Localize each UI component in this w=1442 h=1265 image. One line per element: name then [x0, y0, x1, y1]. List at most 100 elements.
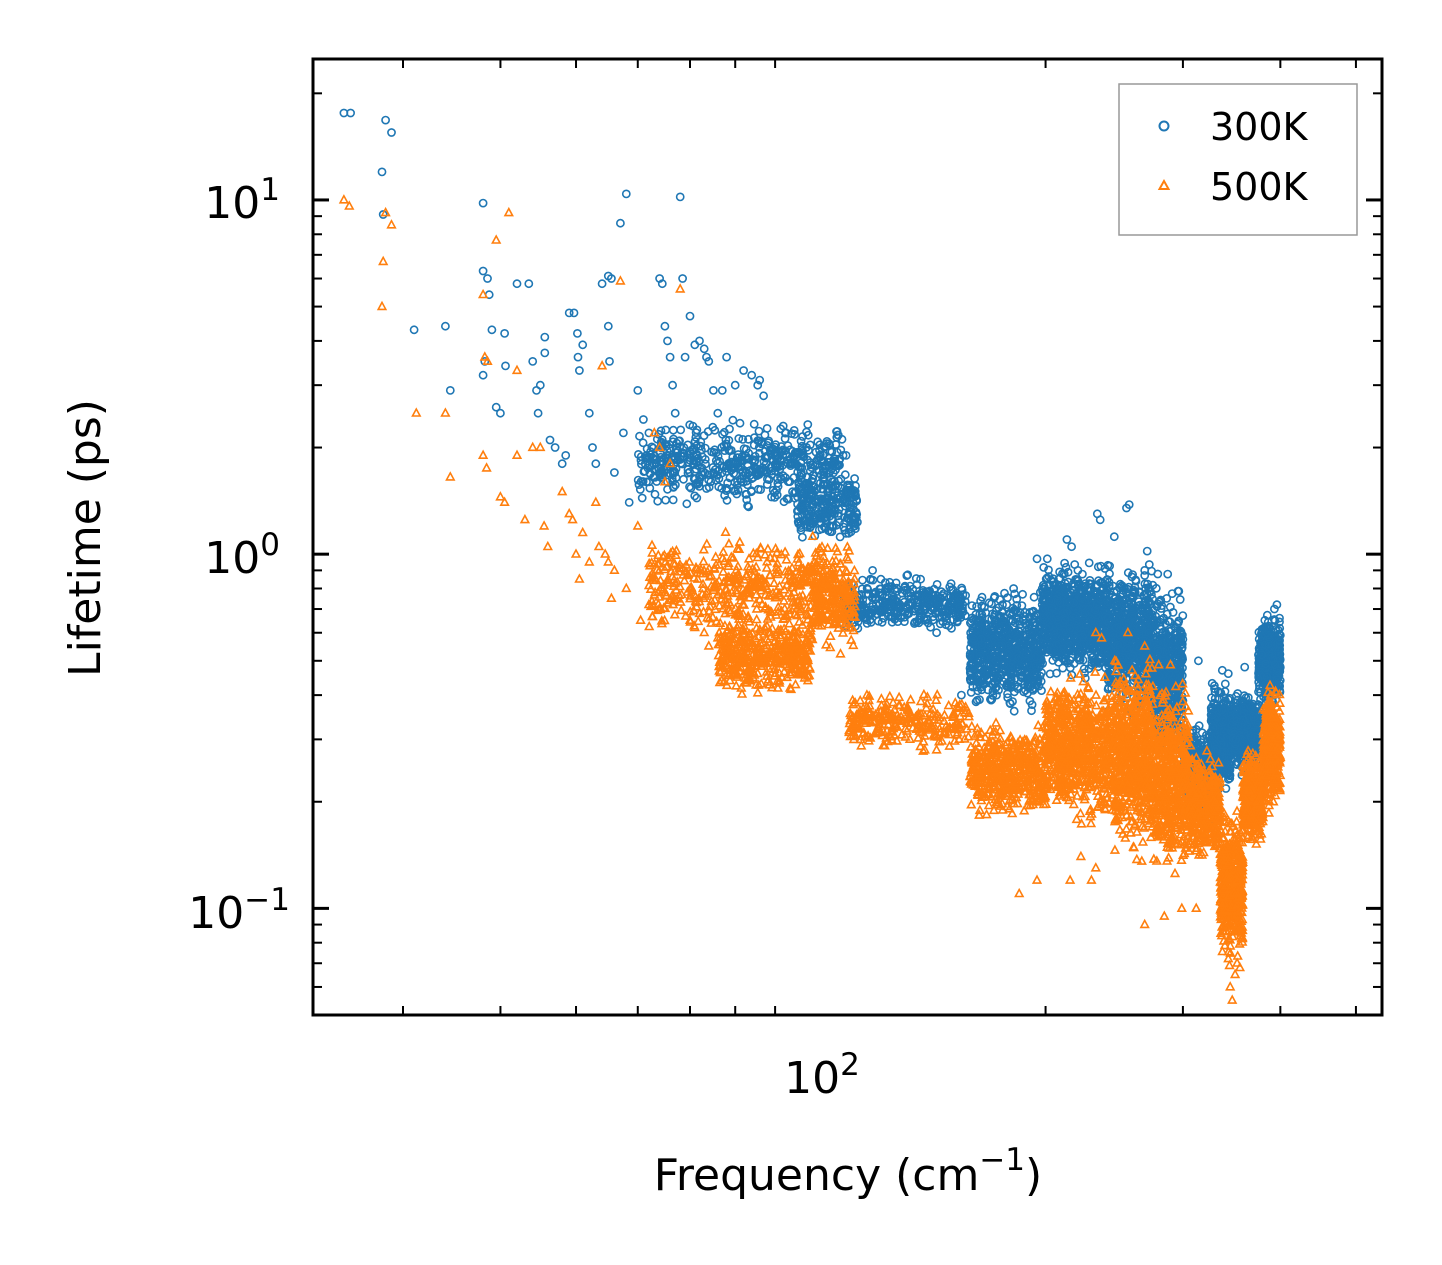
data-point-300k [836, 445, 846, 455]
data-point-300k [781, 473, 790, 483]
data-point-300k [775, 461, 785, 471]
data-point-300k [707, 447, 716, 457]
data-point-300k [840, 470, 850, 480]
data-point-300k [689, 456, 699, 466]
data-point-300k [952, 613, 962, 623]
data-point-300k [722, 461, 732, 470]
data-point-300k [742, 495, 752, 505]
data-point-300k [813, 437, 823, 447]
data-point-300k [887, 617, 897, 627]
data-point-300k [778, 450, 788, 460]
data-point-300k [783, 458, 792, 468]
data-point-300k [828, 484, 837, 494]
data-point-300k [967, 601, 977, 610]
data-point-300k [902, 571, 912, 580]
data-point-300k [668, 425, 678, 435]
data-point-300k [762, 480, 772, 489]
data-point-300k [820, 501, 829, 511]
data-point-300k [696, 441, 706, 451]
data-point-300k [784, 494, 793, 504]
data-point-300k [956, 613, 966, 622]
data-point-300k [808, 488, 817, 498]
data-point-300k [868, 589, 878, 599]
data-point-300k [739, 477, 748, 487]
data-point-300k [887, 591, 897, 600]
data-point-300k [1220, 679, 1230, 689]
data-point-300k [700, 443, 710, 453]
data-point-300k [731, 469, 741, 479]
data-point-300k [744, 434, 753, 444]
data-point-300k [803, 455, 812, 465]
data-point-300k [825, 527, 835, 537]
data-point-300k [947, 623, 956, 633]
data-point-300k [668, 477, 678, 486]
data-point-300k [718, 429, 727, 439]
data-point-300k [732, 489, 742, 499]
data-point-300k [676, 425, 686, 435]
data-point-300k [741, 451, 751, 461]
data-point-300k [649, 472, 658, 482]
data-point-300k [781, 450, 791, 460]
data-point-300k [708, 462, 718, 472]
data-point-300k [725, 446, 734, 456]
data-point-300k [751, 467, 761, 476]
data-point-300k [937, 587, 946, 597]
data-point-300k [844, 485, 854, 495]
data-point-300k [645, 452, 654, 462]
data-point-300k [753, 484, 763, 494]
data-point-300k [812, 484, 822, 493]
data-point-300k [796, 521, 805, 530]
data-point-300k [957, 608, 967, 617]
data-point-300k [911, 574, 921, 583]
data-point-300k [687, 445, 697, 455]
data-point-300k [638, 438, 648, 448]
data-point-300k [823, 491, 833, 500]
data-point-300k [794, 519, 803, 528]
data-point-300k [829, 497, 838, 507]
data-point-300k [754, 426, 764, 436]
data-point-300k [838, 497, 847, 507]
data-point-300k [802, 442, 811, 452]
data-point-300k [955, 602, 965, 612]
data-point-300k [767, 466, 776, 476]
data-point-300k [683, 457, 693, 467]
data-point-300k [728, 415, 738, 425]
data-point-300k [823, 479, 833, 489]
data-point-300k [802, 482, 812, 492]
data-point-300k [692, 493, 702, 503]
data-point-300k [798, 532, 807, 542]
data-point-300k [835, 517, 844, 527]
data-point-300k [924, 594, 934, 604]
data-point-300k [863, 584, 873, 594]
data-point-300k [803, 420, 813, 429]
data-point-300k [713, 470, 722, 480]
data-point-300k [635, 485, 645, 494]
data-point-300k [910, 617, 920, 627]
data-point-300k [728, 462, 738, 472]
data-point-300k [748, 455, 758, 464]
data-point-300k [764, 438, 773, 448]
data-point-300k [783, 441, 793, 451]
data-point-300k [745, 466, 755, 475]
data-point-300k [800, 502, 810, 512]
data-point-300k [735, 457, 745, 467]
data-point-300k [1084, 558, 1094, 568]
data-point-300k [635, 431, 644, 441]
data-point-300k [633, 475, 643, 485]
data-point-300k [803, 430, 813, 440]
data-point-300k [645, 483, 655, 493]
data-point-300k [671, 464, 681, 474]
data-point-300k [850, 474, 859, 483]
data-point-300k [650, 489, 660, 499]
data-point-300k [798, 432, 807, 441]
data-point-300k [866, 575, 875, 585]
data-point-300k [772, 454, 782, 464]
data-point-300k [942, 616, 952, 626]
data-point-300k [741, 489, 751, 499]
data-point-300k [1017, 601, 1027, 610]
data-point-300k [905, 581, 915, 591]
data-point-300k [781, 428, 790, 438]
data-point-300k [770, 492, 780, 502]
data-point-300k [815, 450, 825, 459]
data-point-300k [1058, 663, 1068, 673]
